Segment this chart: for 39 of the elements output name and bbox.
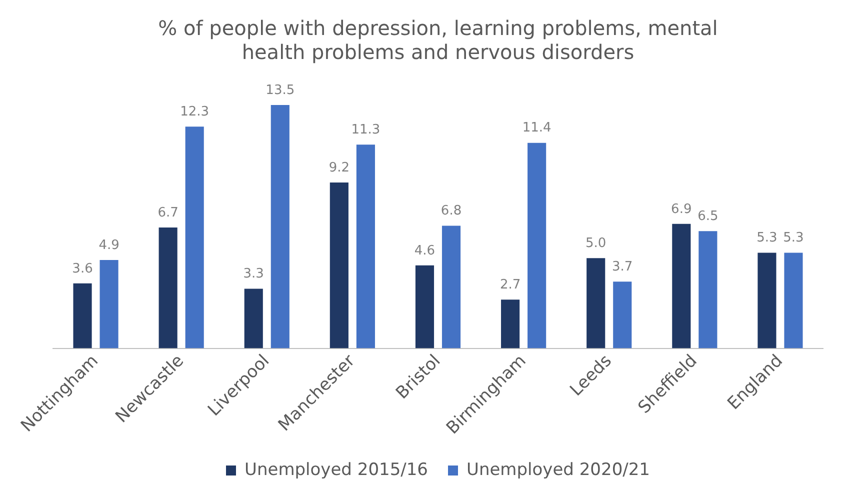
data-label: 6.7 [158, 205, 178, 220]
bar [586, 258, 606, 348]
legend-label: Unemployed 2020/21 [466, 460, 650, 480]
bar [158, 228, 178, 348]
data-label: 3.7 [612, 259, 633, 274]
bar [270, 105, 290, 348]
bar [698, 231, 718, 348]
data-label: 12.3 [180, 104, 210, 120]
data-label: 6.9 [671, 202, 692, 217]
chart-title: % of people with depression, learning problems, mental health problems and nervous disorders [158, 16, 718, 64]
data-label: 5.0 [586, 236, 606, 252]
bar [185, 126, 204, 348]
data-label: 3.6 [72, 261, 93, 276]
bar [501, 300, 520, 348]
bar [613, 282, 632, 348]
bar [528, 142, 546, 348]
data-label: 6.5 [698, 209, 718, 224]
data-label: 9.2 [328, 160, 350, 176]
data-label: 4.9 [98, 238, 120, 253]
data-label: 6.8 [440, 204, 462, 219]
bar [758, 252, 776, 348]
bar [73, 283, 92, 348]
data-label: 11.4 [522, 120, 552, 136]
legend-label: Unemployed 2015/16 [244, 460, 428, 480]
data-label: 11.3 [351, 122, 380, 138]
bar [244, 288, 263, 348]
bar [330, 182, 348, 348]
bar [784, 252, 803, 348]
data-label: 5.3 [783, 230, 804, 246]
bar [415, 265, 434, 348]
data-label: 5.3 [756, 230, 778, 246]
data-label: 2.7 [500, 277, 521, 292]
bar [442, 226, 461, 348]
bar [672, 224, 691, 348]
data-label: 3.3 [243, 266, 264, 282]
bar [356, 144, 375, 348]
bar [100, 260, 118, 348]
data-label: 4.6 [414, 243, 436, 258]
data-label: 13.5 [266, 82, 295, 98]
